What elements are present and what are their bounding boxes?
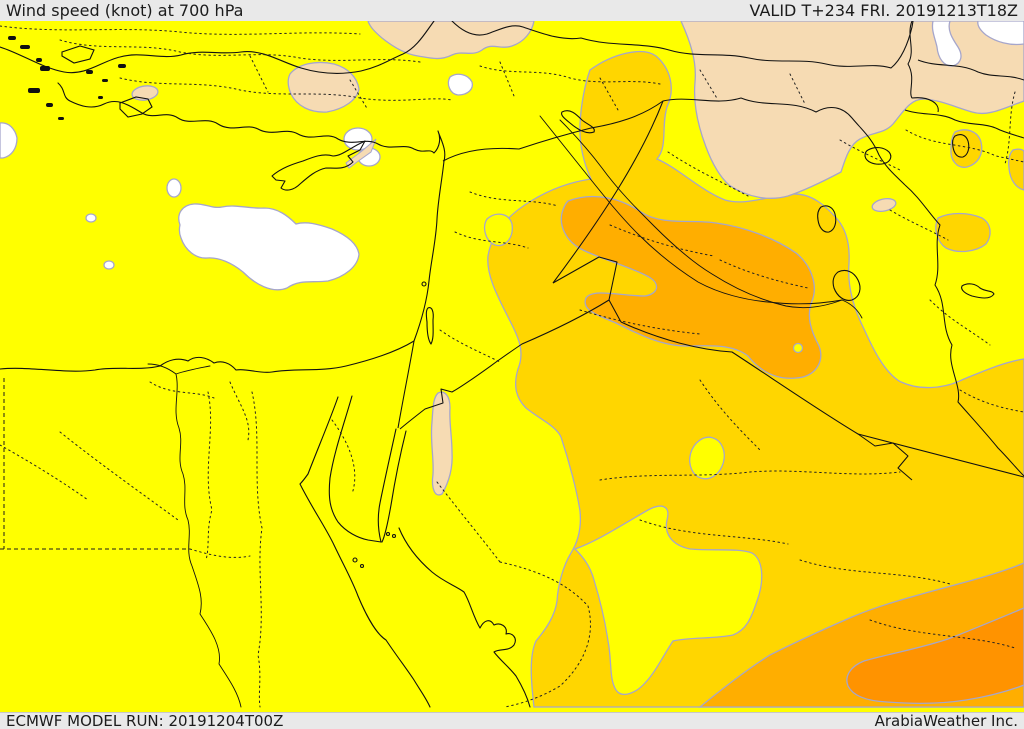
dashed-borders: [0, 378, 190, 550]
footer-bar: ECMWF MODEL RUN: 20191204T00Z ArabiaWeat…: [0, 712, 1024, 729]
fill-calm: [0, 21, 1024, 291]
fill-light-hole: [792, 342, 804, 354]
valid-time-label: VALID T+234 FRI. 20191213T18Z: [749, 0, 1018, 20]
fill-light-enclaves: [484, 213, 763, 696]
coastlines: [0, 21, 995, 708]
page-title: Wind speed (knot) at 700 hPa: [6, 0, 244, 20]
map-canvas: [0, 21, 1024, 712]
island-shapes: [8, 36, 153, 120]
fill-very-light: [131, 21, 1024, 496]
model-run-label: ECMWF MODEL RUN: 20191204T00Z: [6, 711, 284, 729]
fill-very-light-sliver: [345, 138, 377, 169]
admin-boundaries-dotted: [0, 25, 1024, 708]
fill-very-strong: [846, 607, 1024, 704]
country-borders: [397, 21, 1024, 481]
credit-label: ArabiaWeather Inc.: [874, 711, 1018, 729]
header-bar: Wind speed (knot) at 700 hPa VALID T+234…: [0, 0, 1024, 21]
